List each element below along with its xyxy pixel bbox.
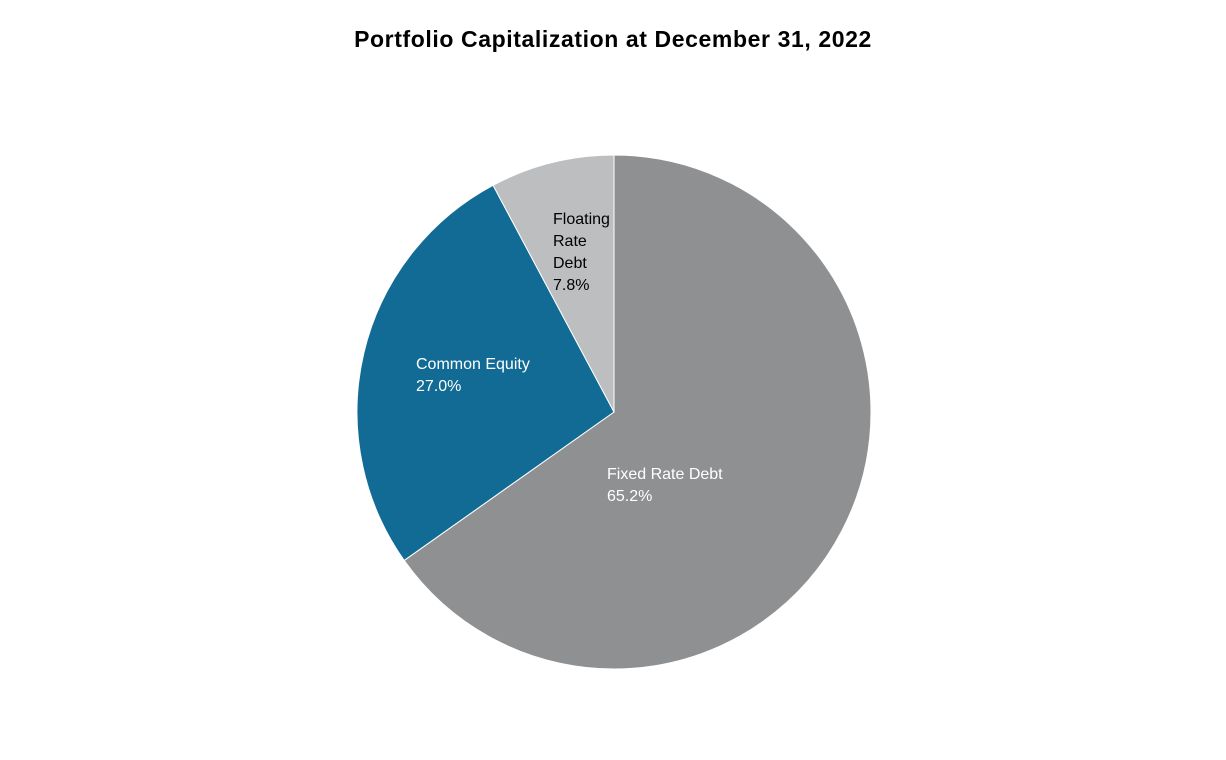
slice-label-line: Debt bbox=[553, 255, 587, 272]
slice-label-line: 7.8% bbox=[553, 277, 589, 294]
slice-label-common-equity: Common Equity 27.0% bbox=[416, 356, 530, 395]
pie-labels: Fixed Rate Debt 65.2% Common Equity 27.0% Fl… bbox=[416, 211, 723, 505]
pie-slices bbox=[356, 154, 872, 670]
slice-label-line: Floating bbox=[553, 211, 610, 228]
chart-title: Portfolio Capitalization at December 31,… bbox=[354, 26, 872, 52]
slice-label-line: 27.0% bbox=[416, 378, 461, 395]
slice-label-line: Common Equity bbox=[416, 356, 530, 373]
slice-label-fixed-rate-debt: Fixed Rate Debt 65.2% bbox=[607, 466, 723, 505]
slice-label-line: Rate bbox=[553, 233, 587, 250]
pie-slice-fixed-rate-debt bbox=[403, 154, 872, 670]
slice-label-line: 65.2% bbox=[607, 488, 652, 505]
pie-slice-floating-rate-debt bbox=[492, 154, 615, 413]
slice-label-line: Fixed Rate Debt bbox=[607, 466, 723, 483]
slice-label-floating-rate-debt: Floating Rate Debt 7.8% bbox=[553, 211, 610, 294]
pie-slice-common-equity bbox=[356, 184, 615, 562]
